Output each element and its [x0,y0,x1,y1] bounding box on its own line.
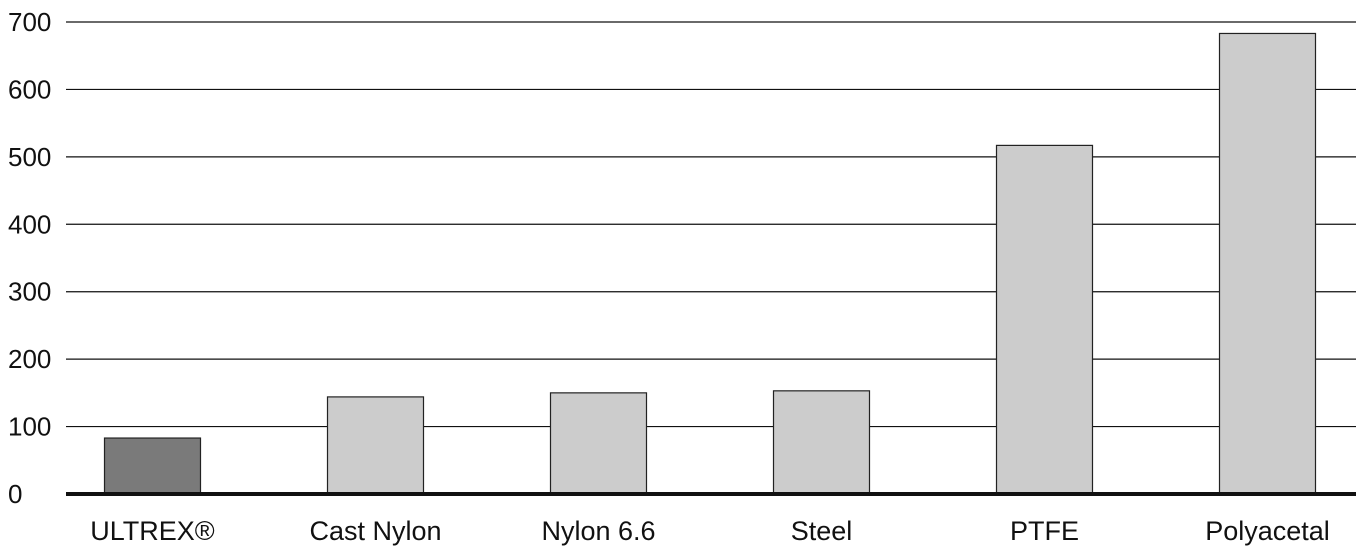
y-tick-label-700: 700 [8,7,51,37]
bar-polyacetal [1218,32,1317,495]
bars [103,32,1317,495]
x-tick-label-nylon-6-6: Nylon 6.6 [541,516,655,546]
bar-ptfe [995,144,1094,495]
gridlines [66,21,1356,428]
y-tick-label-500: 500 [8,142,51,172]
bar-cast-nylon [326,396,425,495]
bar-ultrex [103,437,202,495]
y-tick-label-100: 100 [8,412,51,442]
y-tick-label-0: 0 [8,479,22,509]
x-tick-label-cast-nylon: Cast Nylon [309,516,441,546]
x-tick-label-ultrex: ULTREX® [90,516,215,546]
y-tick-label-400: 400 [8,209,51,239]
y-tick-label-300: 300 [8,277,51,307]
bar-nylon-6-6 [549,392,648,495]
bar-steel [772,390,871,495]
x-tick-label-ptfe: PTFE [1010,516,1079,546]
x-tick-label-steel: Steel [791,516,853,546]
y-tick-label-600: 600 [8,74,51,104]
labels: 0 100 200 300 400 500 600 700 ULTREX® Cast Nylon N… [8,7,1330,546]
x-tick-label-polyacetal: Polyacetal [1205,516,1330,546]
y-tick-label-200: 200 [8,344,51,374]
